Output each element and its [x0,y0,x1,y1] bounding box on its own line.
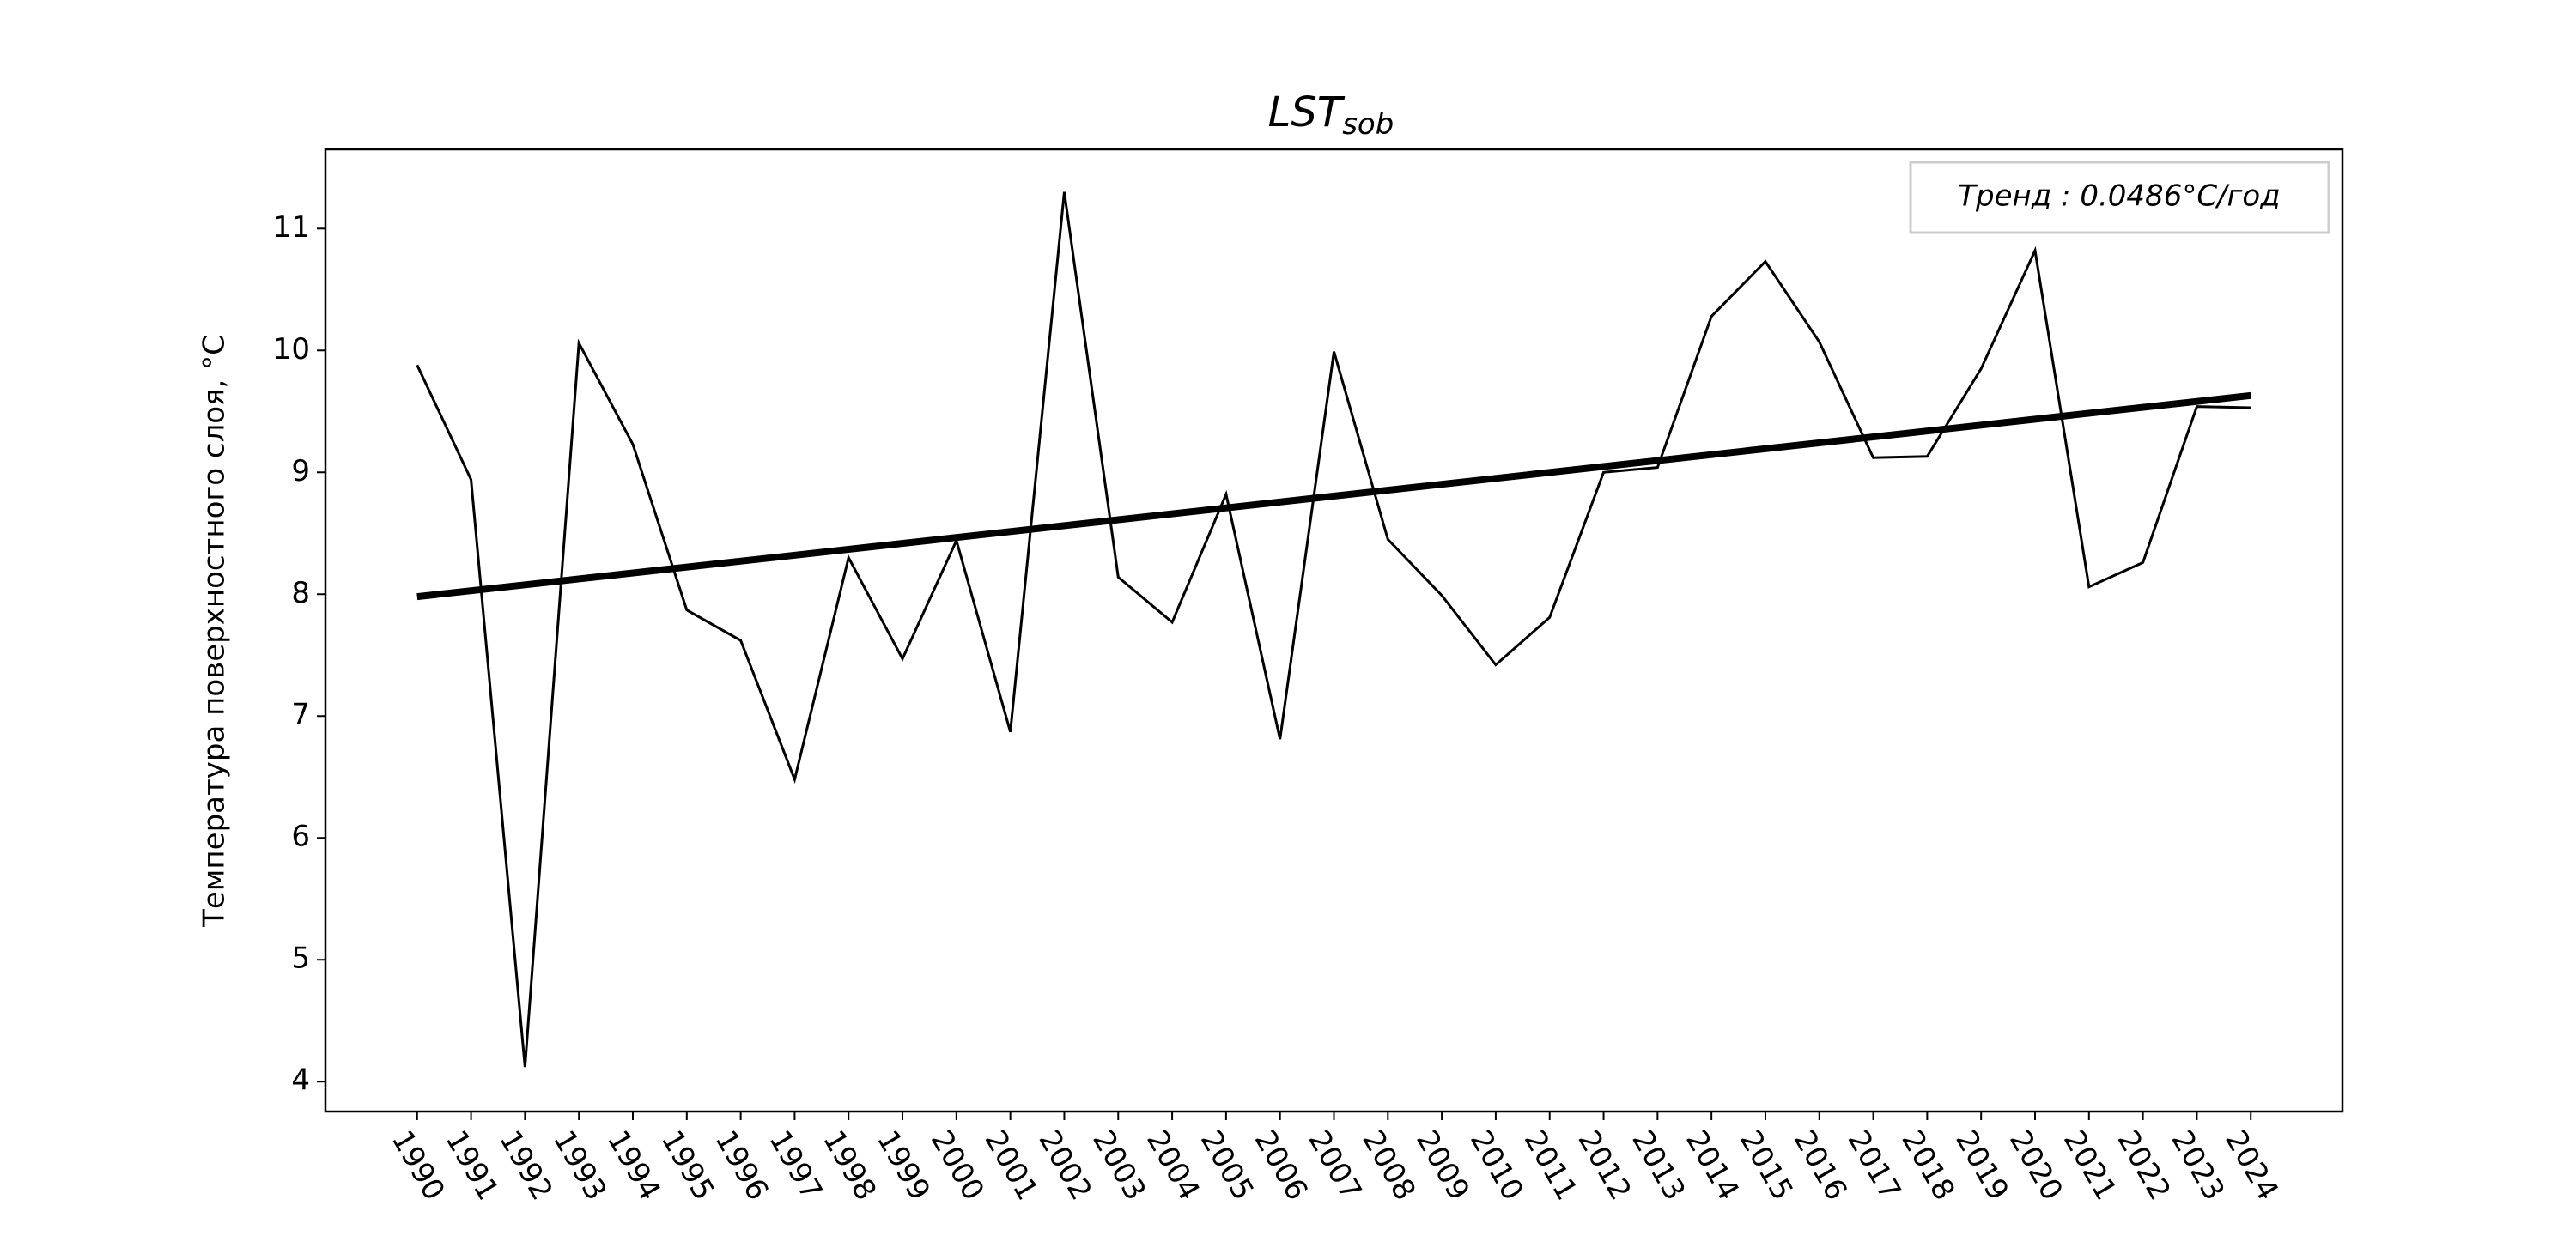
trend-line [416,391,2251,601]
title-main: LST [1268,88,1346,136]
x-tick-label: 1996 [708,1124,775,1206]
y-axis-label: Температура поверхностного слоя, °C [197,335,232,928]
x-tick-label: 2023 [2164,1124,2231,1206]
x-tick-label: 2022 [2111,1124,2178,1206]
x-tick-label: 2016 [1787,1124,1854,1206]
x-tick-label: 2010 [1463,1124,1530,1206]
y-tick-label: 5 [291,942,310,976]
x-tick-label: 2024 [2218,1124,2285,1206]
chart-title: LSTsob [1268,88,1394,142]
x-tick-label: 1990 [385,1124,452,1206]
x-tick-label: 2008 [1355,1124,1422,1206]
y-tick-label: 11 [273,210,310,245]
x-tick-label: 2007 [1301,1124,1368,1206]
data-line [416,191,2251,1068]
x-tick-label: 2021 [2057,1124,2123,1206]
y-tick-label: 4 [291,1063,310,1098]
x-tick-label: 2006 [1248,1124,1315,1206]
x-tick-label: 2002 [1031,1124,1098,1206]
x-tick-label: 1991 [439,1124,506,1206]
y-tick-label: 6 [291,820,310,854]
x-tick-label: 1992 [492,1124,559,1206]
title-subscript: sob [1342,107,1394,142]
x-tick-label: 2001 [978,1124,1045,1206]
x-tick-label: 2017 [1841,1124,1908,1206]
y-tick-label: 8 [291,576,310,610]
x-tick-label: 2011 [1517,1124,1584,1206]
y-tick-label: 9 [291,454,310,488]
x-tick-label: 2013 [1625,1124,1692,1206]
x-tick-label: 1995 [654,1124,721,1206]
x-tick-label: 2015 [1733,1124,1800,1206]
y-tick-label: 10 [273,332,310,367]
x-tick-label: 1999 [870,1124,937,1206]
x-tick-label: 2004 [1139,1124,1206,1206]
legend-label: Тренд : 0.0486°C/год [1958,179,2280,214]
x-tick-label: 2005 [1194,1124,1261,1206]
x-tick-label: 1993 [546,1124,613,1206]
x-tick-label: 2003 [1085,1124,1152,1206]
x-tick-label: 2000 [924,1124,991,1206]
x-tick-label: 2019 [1948,1124,2015,1206]
x-tick-label: 2020 [2002,1124,2069,1206]
y-tick-label: 7 [291,698,310,732]
x-tick-label: 2009 [1409,1124,1476,1206]
x-tick-label: 2018 [1894,1124,1961,1206]
x-tick-label: 2014 [1679,1124,1746,1206]
plot-frame [324,148,2344,1113]
legend-box [1909,161,2330,234]
x-tick-label: 2012 [1571,1124,1638,1206]
x-tick-label: 1998 [816,1124,883,1206]
x-tick-label: 1997 [762,1124,829,1206]
x-tick-label: 1994 [600,1124,667,1206]
